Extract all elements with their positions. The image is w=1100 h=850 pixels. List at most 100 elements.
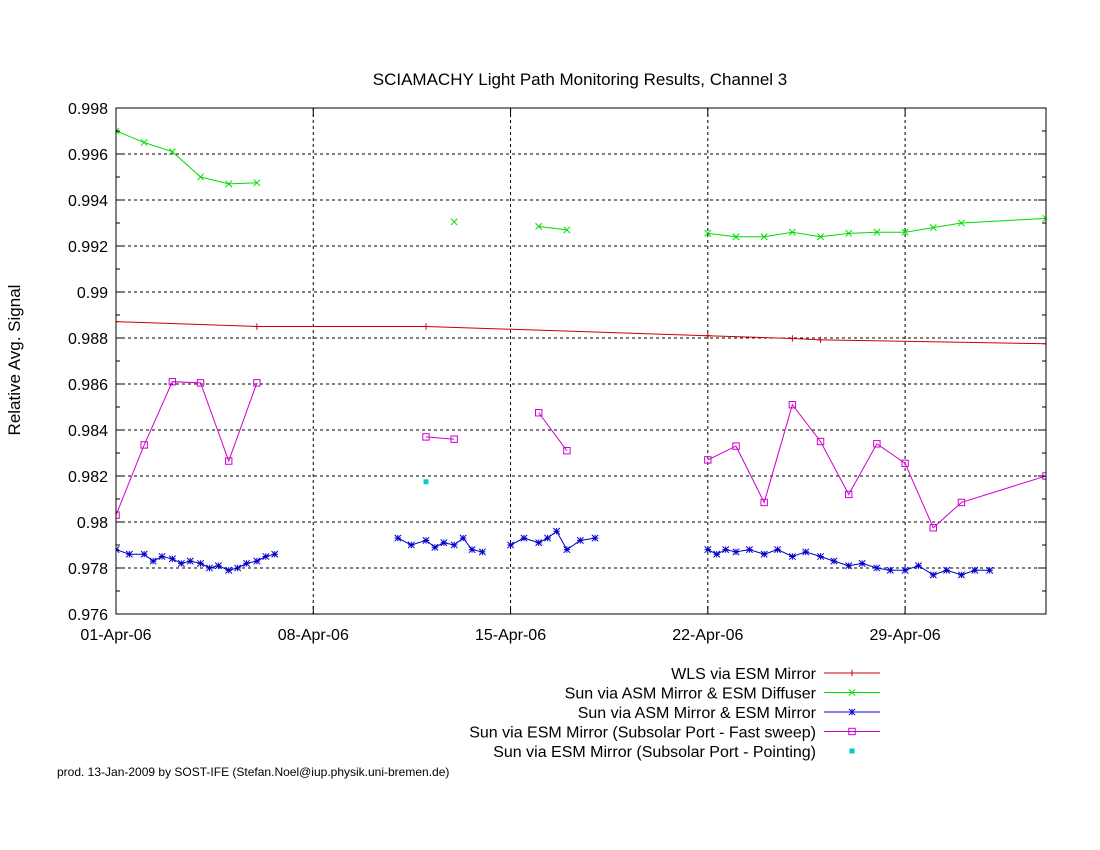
data-point [901,459,909,468]
data-point [817,336,824,344]
data-point [450,541,458,549]
data-point [253,557,261,565]
data-point [901,228,909,236]
data-point [225,457,233,465]
data-point [262,552,270,561]
data-point [563,447,571,455]
data-point [535,222,543,231]
axis-ticks: 0.976 0.978 0.98 0.982 0.984 0.986 0.988 0.99 0.… [68,101,1046,644]
data-point [789,335,796,342]
data-point [271,550,279,558]
data-point [431,543,439,551]
production-footer: prod. 13-Jan-2009 by SOST-IFE (Stefan.No… [57,765,449,779]
data-point [830,557,838,565]
data-point [478,548,486,556]
series-line [116,321,1046,345]
data-point [873,228,881,236]
series-line [707,217,1046,238]
series-2 [116,127,1046,241]
data-point [394,534,402,542]
data-point [886,566,894,574]
data-point [168,555,176,563]
data-point [971,566,979,574]
data-point [196,173,205,181]
data-point [845,490,853,499]
y-tick-label: 0.982 [68,469,108,486]
data-point [713,550,721,558]
y-tick-label: 0.978 [68,561,108,578]
data-point [520,534,528,542]
data-point [563,226,571,234]
data-point [943,566,951,574]
series-line [538,412,568,451]
data-point [422,433,430,441]
data-point [576,536,584,544]
data-point [459,534,467,542]
data-point [704,332,712,339]
x-tick-label: 01-Apr-06 [80,627,151,644]
data-point [440,539,448,547]
data-point [168,148,176,156]
data-point [196,379,205,387]
data-point [704,229,712,237]
data-point [140,138,148,147]
y-tick-label: 0.996 [68,147,108,164]
data-point [116,318,120,325]
legend-label: Sun via ESM Mirror (Subsolar Port - Fast… [469,725,816,742]
series-line [116,549,275,571]
data-point [407,541,415,549]
legend-marker [848,688,856,697]
y-tick-label: 0.992 [68,239,108,256]
data-point [253,323,261,330]
data-point [149,557,157,565]
data-point [873,564,881,572]
legend-label: WLS via ESM Mirror [671,666,817,683]
x-tick-label: 22-Apr-06 [672,627,743,644]
plot-area [116,127,1046,579]
series-3 [116,527,994,579]
data-point [845,229,853,237]
data-point [535,409,543,417]
data-point [873,440,881,448]
data-point [929,571,937,579]
data-point [816,437,825,446]
x-tick-label: 08-Apr-06 [278,627,349,644]
data-point [802,548,810,556]
grid-lines [116,108,1046,614]
data-point [816,552,825,561]
data-point [544,534,552,542]
data-point [140,550,148,558]
data-point [168,378,177,386]
data-point [253,179,261,187]
data-point [468,546,476,554]
data-point [722,546,730,554]
data-point [957,219,966,227]
data-point [957,571,966,579]
series-4 [116,378,1046,532]
data-point [732,233,740,241]
legend: WLS via ESM Mirror Sun via ASM Mirror & E… [469,666,880,761]
data-point [450,435,458,443]
data-point [205,564,214,572]
series-line [116,381,258,516]
y-tick-label: 0.99 [77,285,108,302]
y-tick-label: 0.986 [68,377,108,394]
data-point [1042,340,1046,347]
data-point [116,127,120,135]
y-tick-label: 0.976 [68,607,108,624]
data-point [929,524,937,532]
data-point [914,562,923,570]
series-line [425,436,455,440]
data-point [225,566,233,574]
data-point [929,224,937,232]
data-point [760,550,768,558]
x-tick-label: 29-Apr-06 [870,627,941,644]
y-tick-label: 0.994 [68,193,108,210]
data-point [563,546,571,554]
data-point [158,552,166,561]
data-point [858,559,866,567]
data-point [177,559,185,567]
series-1 [116,318,1046,347]
legend-label: Sun via ASM Mirror & ESM Mirror [578,705,817,722]
